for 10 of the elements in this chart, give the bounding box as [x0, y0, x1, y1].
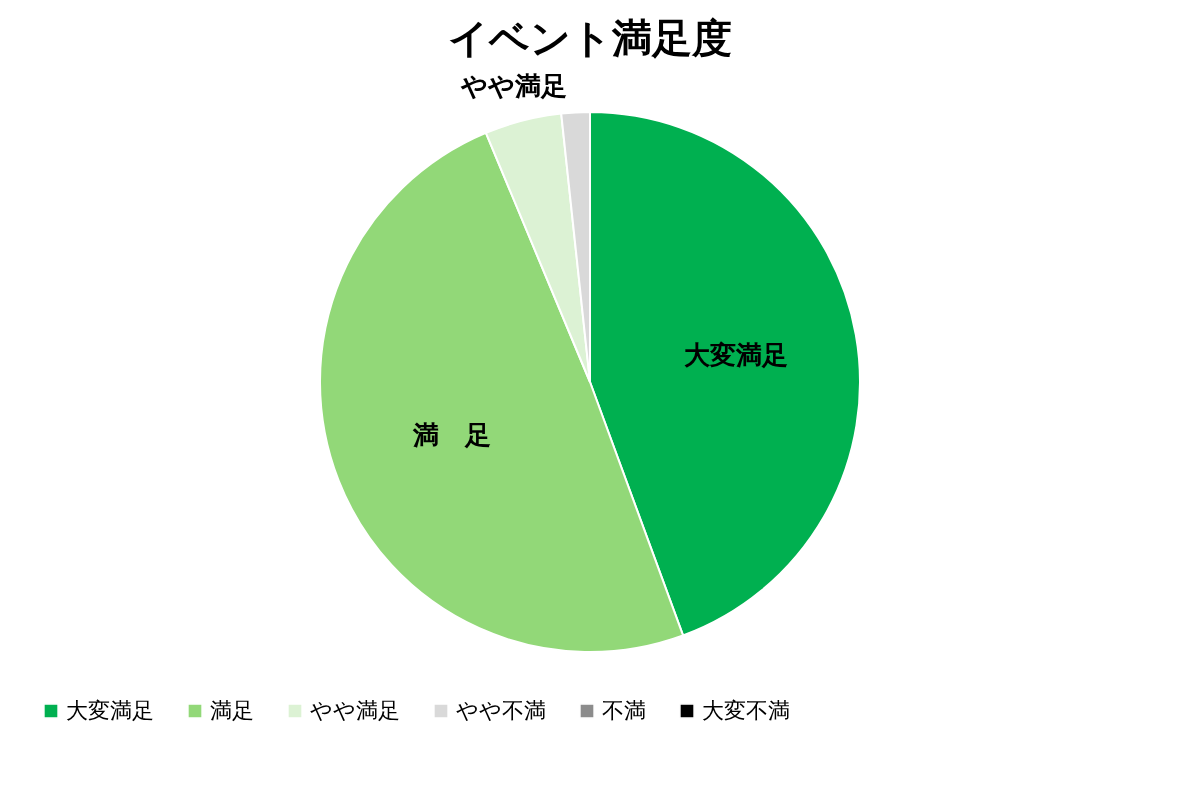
legend-label: 不満: [602, 698, 646, 723]
data-label: やや満足: [460, 70, 568, 101]
legend-label: 大変満足: [66, 698, 154, 723]
legend-label: やや不満: [456, 698, 546, 723]
chart-title: イベント満足度: [448, 15, 732, 61]
legend-label: 大変不満: [702, 698, 790, 723]
legend-label: 満足: [210, 698, 254, 723]
legend-label: やや満足: [310, 698, 400, 723]
data-label: 大変満足: [684, 340, 789, 371]
data-label: 満 足: [411, 420, 491, 451]
